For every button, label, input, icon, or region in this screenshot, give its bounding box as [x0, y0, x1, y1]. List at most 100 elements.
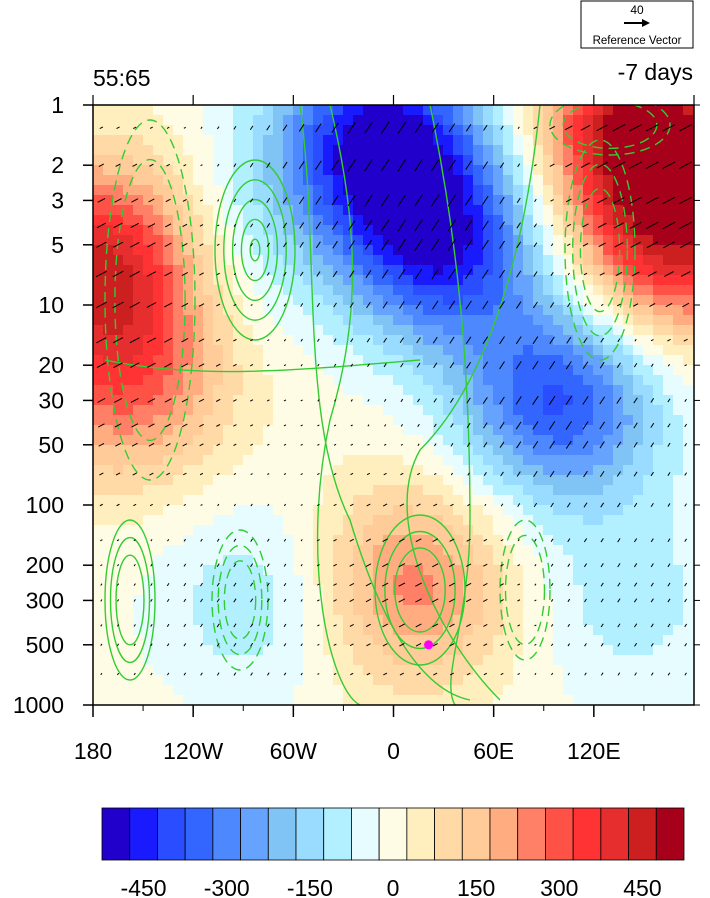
- wind-vector: [96, 337, 107, 344]
- shading-cell: [273, 255, 284, 266]
- wind-vector: [416, 503, 421, 507]
- shading-cell: [233, 655, 244, 666]
- shading-cell: [613, 685, 624, 696]
- shading-cell: [253, 555, 264, 566]
- shading-cell: [153, 155, 164, 166]
- shading-cell: [643, 575, 654, 586]
- shading-cell: [313, 605, 324, 616]
- reference-vector-label: Reference Vector: [593, 35, 682, 47]
- shading-cell: [443, 685, 454, 696]
- shading-cell: [93, 655, 104, 666]
- shading-cell: [223, 215, 234, 226]
- marker-layer: [424, 640, 434, 650]
- shading-cell: [403, 475, 414, 486]
- wind-vector: [432, 300, 439, 310]
- shading-cell: [93, 465, 104, 476]
- shading-cell: [473, 395, 484, 406]
- wind-vector: [97, 398, 106, 403]
- shading-cell: [373, 305, 384, 316]
- wind-vector: [166, 583, 170, 587]
- shading-cell: [143, 425, 154, 436]
- shading-cell: [273, 515, 284, 526]
- shading-cell: [453, 255, 464, 266]
- wind-vector: [114, 198, 122, 203]
- shading-cell: [293, 575, 304, 586]
- shading-cell: [483, 695, 494, 705]
- wind-vector: [250, 598, 254, 603]
- shading-cell: [143, 635, 154, 646]
- wind-vector: [447, 238, 457, 251]
- shading-cell: [603, 435, 614, 446]
- shading-cell: [153, 605, 164, 616]
- shading-cell: [293, 515, 304, 526]
- shading-cell: [423, 165, 434, 176]
- shading-cell: [583, 535, 594, 546]
- shading-cell: [403, 265, 414, 276]
- shading-cell: [503, 285, 514, 296]
- shading-cell: [223, 565, 234, 576]
- wind-vector: [266, 364, 270, 367]
- shading-cell: [623, 675, 634, 686]
- shading-cell: [653, 485, 664, 496]
- wind-vector: [532, 395, 539, 405]
- colorbar-swatch: [434, 807, 463, 861]
- shading-cell: [543, 395, 554, 406]
- shading-cell: [343, 275, 354, 286]
- wind-vector: [499, 421, 505, 429]
- wind-vector: [366, 337, 371, 343]
- shading-cell: [583, 165, 594, 176]
- shading-cell: [233, 455, 244, 466]
- shading-cell: [353, 105, 364, 116]
- shading-cell: [423, 555, 434, 566]
- shading-cell: [583, 455, 594, 466]
- shading-cell: [573, 465, 584, 476]
- shading-cell: [283, 645, 294, 656]
- shading-cell: [613, 625, 624, 636]
- shading-cell: [623, 415, 634, 426]
- shading-cell: [373, 315, 384, 326]
- shading-cell: [543, 275, 554, 286]
- shading-cell: [623, 205, 634, 216]
- shading-cell: [653, 175, 664, 186]
- shading-cell: [193, 675, 204, 686]
- wind-vector: [198, 303, 205, 307]
- shading-cell: [243, 695, 254, 705]
- shading-cell: [213, 325, 224, 336]
- shading-cell: [383, 515, 394, 526]
- wind-vector: [367, 443, 370, 446]
- colorbar-swatch: [212, 807, 241, 861]
- shading-cell: [593, 445, 604, 456]
- shading-cell: [453, 535, 464, 546]
- shading-cell: [183, 525, 194, 536]
- wind-vector: [432, 538, 439, 543]
- shading-cell: [653, 395, 664, 406]
- wind-vector: [266, 424, 270, 427]
- shading-cell: [353, 215, 364, 226]
- shading-cell: [473, 455, 484, 466]
- shading-cell: [323, 415, 334, 426]
- shading-cell: [393, 535, 404, 546]
- wind-vector: [483, 124, 488, 131]
- shading-cell: [623, 225, 634, 236]
- shading-cell: [593, 505, 604, 516]
- wind-vector: [216, 642, 220, 647]
- shading-cell: [403, 415, 414, 426]
- shading-cell: [393, 285, 404, 296]
- shading-cell: [203, 175, 214, 186]
- shading-cell: [593, 345, 604, 356]
- shading-cell: [623, 465, 634, 476]
- shading-cell: [133, 185, 144, 196]
- wind-vector: [200, 643, 203, 647]
- shading-cell: [533, 365, 544, 376]
- shading-cell: [643, 675, 654, 686]
- shading-cell: [383, 325, 394, 336]
- shading-cell: [563, 265, 574, 276]
- shading-cell: [403, 525, 414, 536]
- shading-cell: [563, 305, 574, 316]
- contour-layer: [104, 105, 671, 705]
- shading-cell: [553, 605, 564, 616]
- wind-vector: [397, 159, 407, 172]
- shading-cell: [103, 335, 114, 346]
- shading-cell: [593, 545, 604, 556]
- wind-vector: [349, 643, 354, 647]
